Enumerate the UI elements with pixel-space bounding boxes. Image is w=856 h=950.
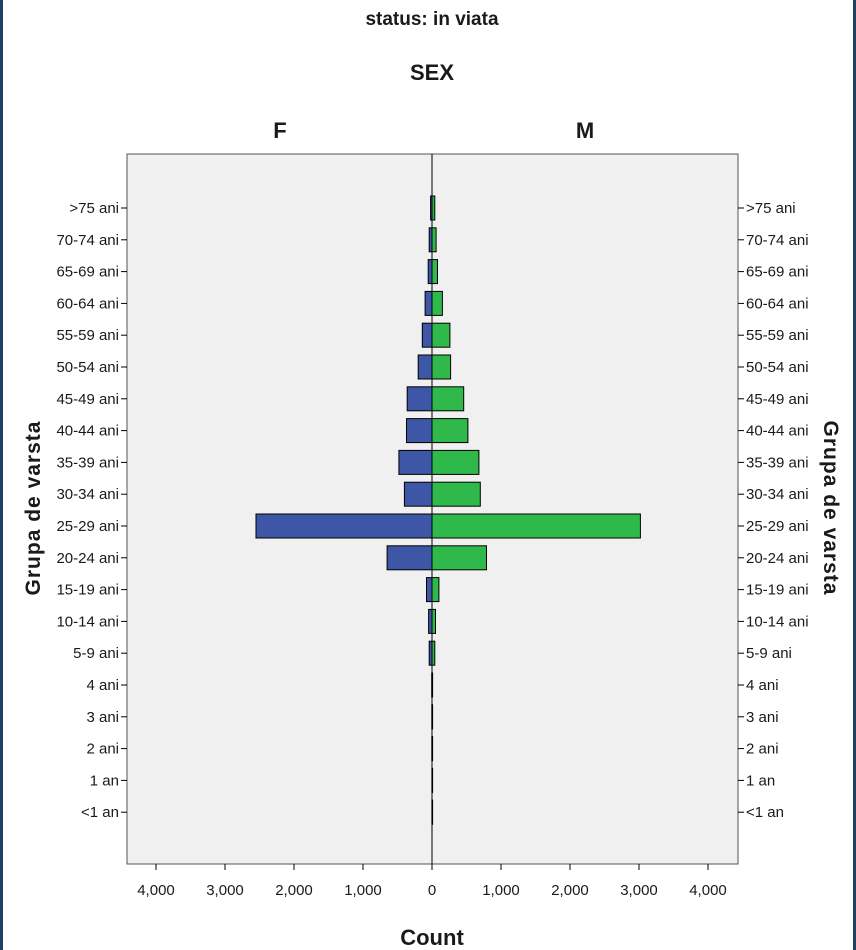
panel-label-female: F (273, 118, 286, 143)
y-tick-label-left: 40-44 ani (56, 423, 119, 440)
bar-male (431, 513, 641, 539)
bar-female (403, 481, 433, 507)
bar-female (426, 577, 433, 603)
bar-female (386, 545, 433, 571)
bar-male (431, 322, 451, 348)
window-frame-right (853, 0, 856, 950)
bars-group (255, 195, 641, 825)
y-tick-label-right: 25-29 ani (746, 518, 809, 535)
y-tick-label-right: 65-69 ani (746, 264, 809, 281)
y-tick-label-right: 15-19 ani (746, 582, 809, 599)
y-ticks-left: >75 ani 70-74 ani 65-69 ani 60-64 ani 55-59 … (56, 200, 127, 821)
bar-male (431, 290, 443, 316)
y-tick-label-left: 35-39 ani (56, 454, 119, 471)
y-tick-label-right: 3 ani (746, 709, 779, 726)
y-ticks-right: >75 ani 70-74 ani 65-69 ani 60-64 ani 55-59 … (738, 200, 809, 821)
y-tick-label-left: 2 ani (86, 741, 119, 758)
y-axis-label-left: Grupa de varsta (22, 421, 45, 596)
panel-variable-label: SEX (410, 60, 454, 85)
bar-female (417, 354, 433, 380)
y-tick-label-right: >75 ani (746, 200, 796, 217)
y-tick-label-right: 55-59 ani (746, 327, 809, 344)
chart-title: status: in viata (365, 9, 498, 30)
bar-male (431, 354, 452, 380)
y-tick-label-right: 70-74 ani (746, 232, 809, 249)
y-tick-label-left: 55-59 ani (56, 327, 119, 344)
y-tick-label-left: 70-74 ani (56, 232, 119, 249)
y-tick-label-left: 15-19 ani (56, 582, 119, 599)
y-tick-label-left: 1 an (90, 772, 119, 789)
y-tick-label-right: 60-64 ani (746, 295, 809, 312)
x-tick-label: 2,000 (551, 882, 589, 899)
y-tick-label-right: 10-14 ani (746, 613, 809, 630)
window-frame-left (0, 0, 3, 950)
y-tick-label-right: 4 ani (746, 677, 779, 694)
bar-female (398, 449, 433, 475)
y-tick-label-left: 60-64 ani (56, 295, 119, 312)
y-tick-label-right: 40-44 ani (746, 423, 809, 440)
bar-female (421, 322, 433, 348)
bar-female (255, 513, 433, 539)
panel-label-male: M (576, 118, 594, 143)
bar-male (431, 418, 469, 444)
bar-male (431, 449, 480, 475)
bar-female (406, 418, 433, 444)
y-tick-label-left: 5-9 ani (73, 645, 119, 662)
y-tick-label-left: >75 ani (69, 200, 119, 217)
y-tick-label-left: 30-34 ani (56, 486, 119, 503)
x-tick-label: 3,000 (620, 882, 658, 899)
y-tick-label-right: 2 ani (746, 741, 779, 758)
x-tick-label: 1,000 (344, 882, 382, 899)
x-tick-label: 0 (428, 882, 436, 899)
x-tick-label: 4,000 (689, 882, 727, 899)
y-tick-label-left: <1 an (81, 804, 119, 821)
y-tick-label-left: 50-54 ani (56, 359, 119, 376)
y-tick-label-right: 1 an (746, 772, 775, 789)
x-tick-label: 4,000 (137, 882, 175, 899)
bar-male (431, 259, 438, 285)
y-tick-label-right: 30-34 ani (746, 486, 809, 503)
bar-male (431, 577, 440, 603)
y-tick-label-right: 50-54 ani (746, 359, 809, 376)
bar-female (406, 386, 433, 412)
bar-male (431, 608, 436, 634)
bar-male (431, 545, 487, 571)
x-tick-label: 2,000 (275, 882, 313, 899)
y-tick-label-left: 45-49 ani (56, 391, 119, 408)
y-tick-label-right: <1 an (746, 804, 784, 821)
y-tick-label-left: 4 ani (86, 677, 119, 694)
x-ticks: 4,000 3,000 2,000 1,000 0 1,000 2,000 3,000 4,00… (137, 864, 727, 899)
bar-male (431, 386, 465, 412)
bar-male (431, 227, 437, 253)
x-axis-label: Count (400, 925, 464, 950)
bar-female (424, 290, 433, 316)
x-tick-label: 1,000 (482, 882, 520, 899)
y-tick-label-right: 20-24 ani (746, 550, 809, 567)
y-tick-label-right: 5-9 ani (746, 645, 792, 662)
y-tick-label-left: 25-29 ani (56, 518, 119, 535)
x-tick-label: 3,000 (206, 882, 244, 899)
y-axis-label-right: Grupa de varsta (819, 421, 842, 596)
bar-female (427, 259, 433, 285)
y-tick-label-left: 65-69 ani (56, 264, 119, 281)
y-tick-label-right: 45-49 ani (746, 391, 809, 408)
y-tick-label-left: 10-14 ani (56, 613, 119, 630)
y-tick-label-right: 35-39 ani (746, 454, 809, 471)
y-tick-label-left: 3 ani (86, 709, 119, 726)
y-tick-label-left: 20-24 ani (56, 550, 119, 567)
bar-male (431, 481, 481, 507)
